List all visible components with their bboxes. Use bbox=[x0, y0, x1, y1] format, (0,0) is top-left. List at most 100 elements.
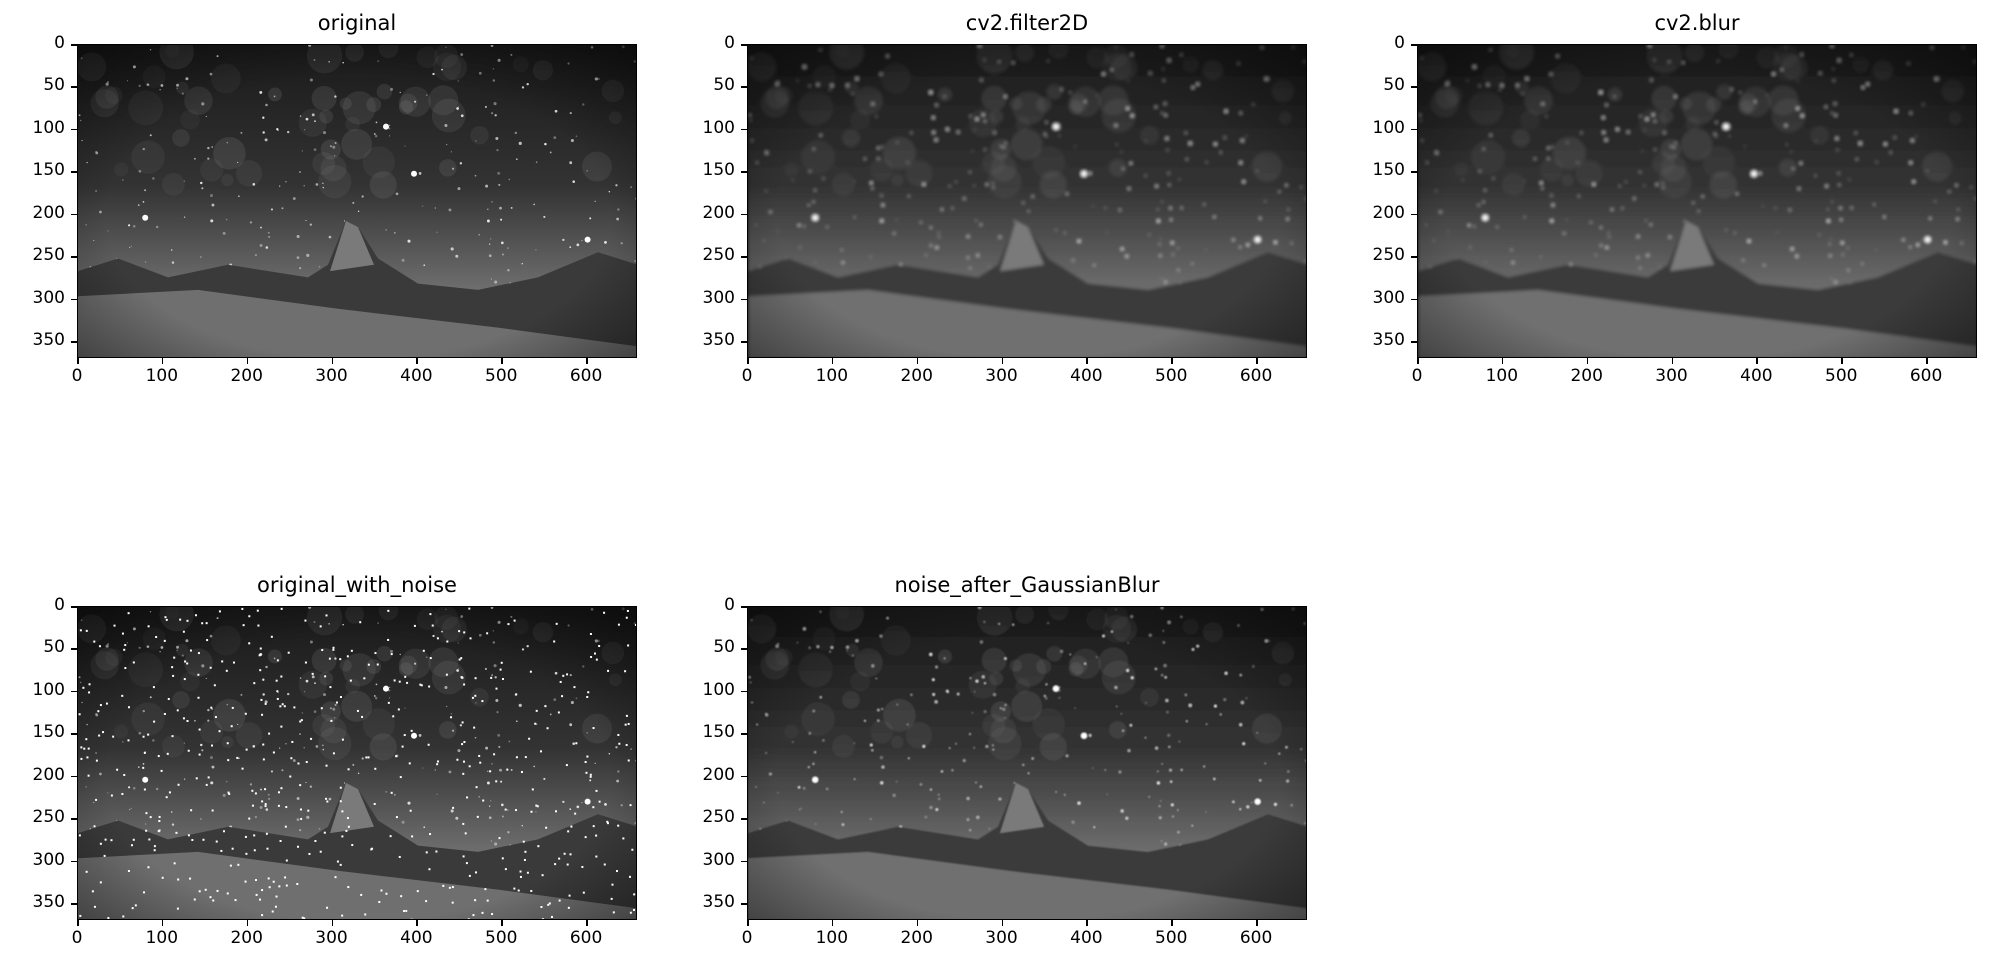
noise-pixel bbox=[153, 845, 156, 848]
image-area bbox=[1417, 44, 1977, 358]
noise-pixel bbox=[589, 775, 592, 778]
noise-pixel bbox=[493, 753, 496, 756]
y-tick-label: 50 bbox=[713, 637, 735, 658]
noise-pixel bbox=[506, 768, 509, 771]
noise-pixel bbox=[220, 849, 223, 852]
y-tick-label: 50 bbox=[713, 75, 735, 96]
noise-pixel bbox=[462, 760, 465, 763]
noise-pixel bbox=[153, 720, 156, 723]
noise-pixel bbox=[481, 700, 484, 703]
noise-pixel bbox=[163, 639, 166, 642]
x-tick-label: 0 bbox=[1411, 366, 1423, 386]
x-tick-label: 0 bbox=[71, 928, 83, 948]
noise-pixel bbox=[227, 791, 230, 794]
noise-pixel bbox=[474, 694, 477, 697]
y-tick-label: 200 bbox=[702, 202, 735, 223]
noise-pixel bbox=[445, 673, 448, 676]
noise-pixel bbox=[523, 858, 526, 861]
noise-pixel bbox=[584, 761, 587, 764]
x-tick-label: 500 bbox=[1155, 366, 1188, 386]
noise-pixel bbox=[618, 742, 621, 745]
noise-pixel bbox=[428, 685, 431, 688]
noise-pixel bbox=[364, 913, 367, 916]
noise-pixel bbox=[504, 808, 507, 811]
x-tick-label: 300 bbox=[1655, 366, 1688, 386]
noise-pixel bbox=[359, 621, 362, 624]
noise-pixel bbox=[272, 880, 275, 883]
noise-pixel bbox=[134, 904, 137, 907]
y-tick-mark bbox=[71, 128, 77, 131]
noise-pixel bbox=[325, 797, 328, 800]
noise-pixel bbox=[245, 748, 248, 751]
noise-pixel bbox=[451, 901, 454, 904]
noise-pixel bbox=[172, 674, 175, 677]
noise-pixel bbox=[218, 610, 221, 613]
noise-pixel bbox=[575, 742, 578, 745]
noise-pixel bbox=[183, 678, 186, 681]
noise-pixel bbox=[300, 719, 303, 722]
x-tick-label: 400 bbox=[400, 366, 433, 386]
noise-pixel bbox=[173, 656, 176, 659]
y-tick-mark bbox=[741, 903, 747, 905]
noise-pixel bbox=[78, 713, 81, 716]
x-tick-mark bbox=[1001, 920, 1004, 926]
y-tick-label: 250 bbox=[1372, 245, 1405, 266]
noise-pixel bbox=[592, 806, 595, 809]
image-area bbox=[77, 44, 637, 358]
noise-pixel bbox=[299, 720, 302, 723]
noise-pixel bbox=[308, 852, 311, 855]
noise-pixel bbox=[573, 686, 576, 689]
noise-pixel bbox=[589, 773, 592, 776]
noise-pixel bbox=[332, 646, 335, 649]
noise-pixel bbox=[475, 786, 478, 789]
noise-pixel bbox=[515, 809, 518, 812]
y-tick-mark bbox=[1411, 256, 1417, 258]
noise-pixel bbox=[297, 845, 300, 848]
noise-pixel bbox=[468, 874, 471, 877]
noise-pixel bbox=[581, 865, 584, 868]
x-tick-mark bbox=[1086, 358, 1088, 364]
noise-pixel bbox=[332, 648, 335, 651]
y-tick-mark bbox=[1411, 213, 1417, 216]
noise-pixel bbox=[498, 837, 501, 840]
noise-pixel bbox=[547, 903, 550, 906]
noise-pixel bbox=[205, 783, 208, 786]
noise-pixel bbox=[311, 672, 314, 675]
noise-pixel bbox=[347, 825, 350, 828]
noise-pixel bbox=[554, 810, 557, 813]
noise-pixel bbox=[535, 709, 538, 712]
noise-pixel bbox=[491, 913, 494, 916]
noise-pixel bbox=[103, 854, 106, 857]
noise-pixel bbox=[367, 663, 370, 666]
noise-pixel bbox=[279, 839, 282, 842]
x-tick-label: 100 bbox=[145, 366, 179, 386]
y-tick-mark bbox=[741, 606, 747, 608]
noise-pixel bbox=[214, 716, 217, 719]
noise-pixel bbox=[349, 679, 352, 682]
noise-pixel bbox=[321, 649, 324, 652]
y-tick-mark bbox=[71, 818, 77, 820]
noise-pixel bbox=[398, 855, 401, 858]
noise-pixel bbox=[158, 820, 161, 823]
noise-pixel bbox=[127, 739, 130, 742]
noise-pixel bbox=[474, 899, 477, 902]
noise-pixel bbox=[387, 638, 390, 641]
noise-pixel bbox=[277, 791, 280, 794]
noise-pixel bbox=[182, 717, 185, 720]
y-tick-mark bbox=[1411, 44, 1417, 46]
noise-pixel bbox=[531, 788, 534, 791]
noise-pixel bbox=[285, 859, 288, 862]
noise-pixel bbox=[145, 812, 148, 815]
noise-pixel bbox=[215, 840, 218, 843]
x-tick-label: 300 bbox=[315, 366, 348, 386]
noise-pixel bbox=[307, 809, 310, 812]
grayscale-image bbox=[1418, 45, 1976, 357]
x-tick-label: 600 bbox=[569, 928, 603, 948]
y-tick-label: 0 bbox=[724, 33, 735, 53]
y-tick-mark bbox=[71, 213, 77, 216]
noise-pixel bbox=[112, 735, 115, 738]
noise-pixel bbox=[184, 660, 187, 663]
noise-pixel bbox=[398, 680, 401, 683]
y-tick-label: 350 bbox=[32, 330, 65, 351]
noise-pixel bbox=[179, 919, 181, 920]
